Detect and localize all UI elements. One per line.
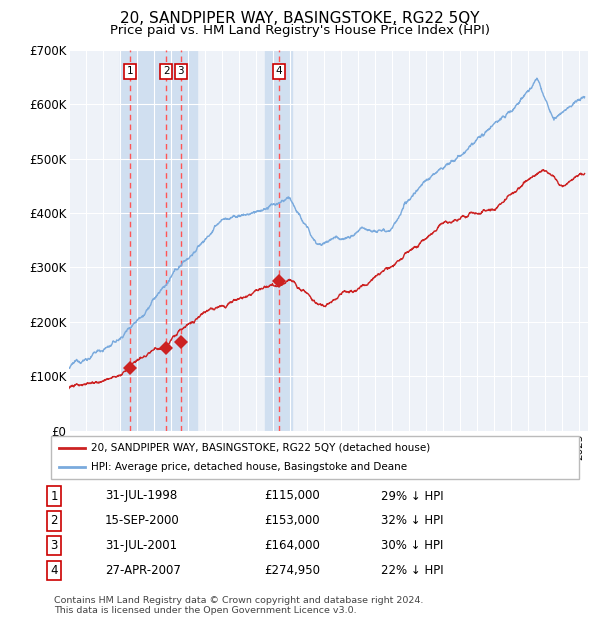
Text: 15-SEP-2000: 15-SEP-2000 [105, 515, 180, 527]
Text: HPI: Average price, detached house, Basingstoke and Deane: HPI: Average price, detached house, Basi… [91, 463, 407, 472]
Text: 27-APR-2007: 27-APR-2007 [105, 564, 181, 577]
Text: 2: 2 [163, 66, 169, 76]
Text: 3: 3 [178, 66, 184, 76]
Text: 30% ↓ HPI: 30% ↓ HPI [381, 539, 443, 552]
Text: 1: 1 [50, 490, 58, 502]
Text: £274,950: £274,950 [264, 564, 320, 577]
FancyBboxPatch shape [51, 436, 579, 479]
Text: 4: 4 [275, 66, 282, 76]
Text: 3: 3 [50, 539, 58, 552]
Text: 31-JUL-1998: 31-JUL-1998 [105, 490, 177, 502]
Text: Price paid vs. HM Land Registry's House Price Index (HPI): Price paid vs. HM Land Registry's House … [110, 24, 490, 37]
Text: Contains HM Land Registry data © Crown copyright and database right 2024.
This d: Contains HM Land Registry data © Crown c… [54, 596, 424, 615]
Text: £153,000: £153,000 [264, 515, 320, 527]
Text: 31-JUL-2001: 31-JUL-2001 [105, 539, 177, 552]
Text: £164,000: £164,000 [264, 539, 320, 552]
Text: £115,000: £115,000 [264, 490, 320, 502]
Text: 29% ↓ HPI: 29% ↓ HPI [381, 490, 443, 502]
Text: 2: 2 [50, 515, 58, 527]
Text: 20, SANDPIPER WAY, BASINGSTOKE, RG22 5QY (detached house): 20, SANDPIPER WAY, BASINGSTOKE, RG22 5QY… [91, 443, 430, 453]
Text: 4: 4 [50, 564, 58, 577]
Bar [120, 50, 197, 431]
Bar [265, 50, 292, 431]
Text: 1: 1 [127, 66, 133, 76]
Text: 20, SANDPIPER WAY, BASINGSTOKE, RG22 5QY: 20, SANDPIPER WAY, BASINGSTOKE, RG22 5QY [120, 11, 480, 25]
Text: 22% ↓ HPI: 22% ↓ HPI [381, 564, 443, 577]
Text: 32% ↓ HPI: 32% ↓ HPI [381, 515, 443, 527]
